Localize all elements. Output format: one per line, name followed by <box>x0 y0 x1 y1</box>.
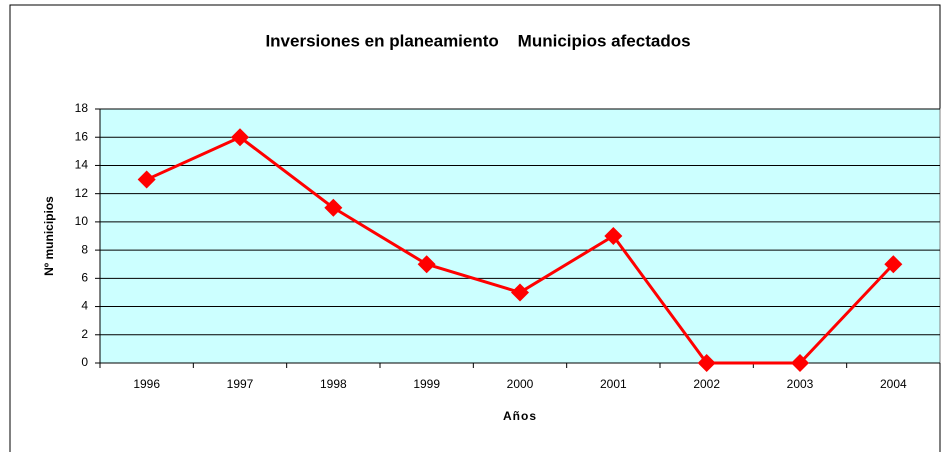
y-tick-label: 0 <box>81 355 88 369</box>
marker <box>324 198 343 217</box>
y-tick-label: 6 <box>81 271 88 285</box>
y-tick-label: 10 <box>75 214 89 228</box>
y-tick-label: 18 <box>75 101 89 115</box>
y-tick-label: 14 <box>75 158 89 172</box>
plot-area <box>99 108 941 364</box>
y-axis-title: Nº municipios <box>42 196 56 276</box>
marker <box>137 170 156 189</box>
marker <box>791 354 809 372</box>
marker <box>884 255 903 274</box>
x-tick-label: 2000 <box>507 377 534 391</box>
marker <box>231 128 249 147</box>
marker <box>697 354 716 372</box>
y-tick-label: 4 <box>81 299 88 313</box>
marker <box>417 255 436 274</box>
y-tick-label: 8 <box>81 242 88 256</box>
y-tick-label: 12 <box>75 186 89 200</box>
x-tick-label: 2002 <box>693 377 720 391</box>
x-axis-title: Años <box>503 409 537 423</box>
x-tick-label: 1998 <box>320 377 347 391</box>
x-tick-label: 1999 <box>413 377 440 391</box>
x-tick-label: 2004 <box>880 377 907 391</box>
x-tick-label: 1997 <box>227 377 254 391</box>
x-tick-label: 1996 <box>133 377 160 391</box>
chart-title: Inversiones en planeamiento Municipios a… <box>265 31 690 50</box>
y-tick-label: 16 <box>75 129 89 143</box>
x-tick-label: 2001 <box>600 377 627 391</box>
y-tick-label: 2 <box>81 327 88 341</box>
x-tick-label: 2003 <box>787 377 814 391</box>
marker <box>511 283 529 302</box>
marker <box>604 227 623 245</box>
